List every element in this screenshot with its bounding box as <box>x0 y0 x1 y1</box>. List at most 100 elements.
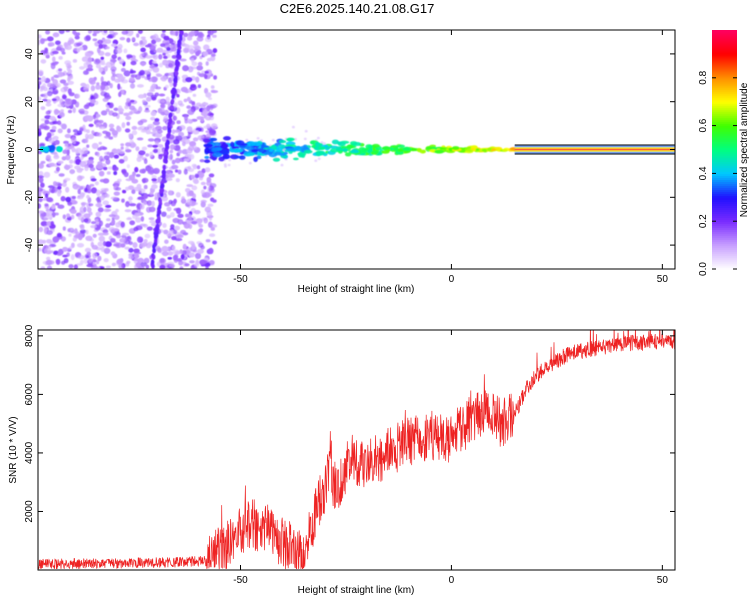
noise-speckle <box>121 122 126 129</box>
noise-speckle <box>201 70 206 74</box>
noise-speckle <box>188 213 192 219</box>
colorbar-step <box>712 219 737 222</box>
noise-speckle <box>211 90 219 94</box>
noise-speckle <box>194 173 200 179</box>
noise-speckle <box>125 201 130 208</box>
noise-speckle <box>195 218 203 224</box>
colorbar-step <box>712 157 737 161</box>
noise-speckle <box>176 234 184 239</box>
noise-speckle <box>169 264 176 268</box>
noise-speckle <box>151 44 157 48</box>
noise-speckle <box>141 146 148 151</box>
carrier-blob <box>293 157 299 161</box>
noise-speckle <box>200 189 205 195</box>
noise-speckle <box>52 236 60 243</box>
noise-speckle <box>79 259 84 265</box>
noise-speckle <box>142 99 146 104</box>
noise-speckle <box>57 128 63 134</box>
noise-speckle <box>131 36 136 42</box>
noise-speckle <box>156 74 163 77</box>
colorbar-tick-label: 0.0 <box>698 262 709 276</box>
noise-speckle <box>81 147 89 154</box>
noise-speckle <box>112 112 118 117</box>
noise-speckle <box>75 149 79 154</box>
noise-speckle <box>134 253 140 259</box>
colorbar-step <box>712 30 737 33</box>
noise-speckle <box>109 83 113 89</box>
noise-speckle <box>186 247 192 254</box>
noise-speckle <box>40 182 45 188</box>
noise-speckle <box>187 217 193 224</box>
noise-speckle <box>145 55 152 59</box>
noise-speckle <box>111 262 116 267</box>
noise-speckle <box>210 53 216 57</box>
noise-speckle <box>150 76 158 83</box>
noise-speckle <box>165 177 173 181</box>
noise-speckle <box>150 116 156 121</box>
noise-speckle <box>291 125 295 129</box>
streak-blob <box>151 263 155 269</box>
noise-speckle <box>167 256 173 260</box>
noise-speckle <box>168 199 173 205</box>
noise-speckle <box>98 126 106 130</box>
carrier-blob <box>269 148 274 152</box>
noise-speckle <box>73 184 81 190</box>
spectrogram-y-ticks: -40 -20 0 20 40 <box>24 48 675 252</box>
noise-speckle <box>175 178 180 183</box>
noise-speckle <box>58 68 63 72</box>
noise-speckle <box>111 43 117 47</box>
colorbar-step <box>712 85 737 89</box>
snr-x-label: Height of straight line (km) <box>298 585 415 596</box>
carrier-blob <box>367 149 373 153</box>
noise-speckle <box>96 259 100 265</box>
noise-speckle <box>111 32 116 38</box>
noise-speckle <box>160 103 166 109</box>
noise-speckle <box>209 233 216 237</box>
noise-speckle <box>39 88 44 92</box>
colorbar-step <box>712 247 737 250</box>
noise-speckle <box>95 113 100 119</box>
noise-speckle <box>208 214 213 221</box>
colorbar-step <box>712 177 737 180</box>
noise-speckle <box>86 129 90 134</box>
noise-speckle <box>83 128 88 133</box>
noise-speckle <box>109 127 115 132</box>
colorbar-step <box>712 103 737 107</box>
noise-speckle <box>191 61 198 67</box>
noise-speckle <box>128 196 133 201</box>
noise-speckle <box>90 95 94 100</box>
noise-speckle <box>67 227 75 233</box>
x-tick-label: -50 <box>233 575 248 586</box>
noise-speckle <box>145 264 150 269</box>
noise-speckle <box>113 243 120 247</box>
noise-speckle <box>149 220 157 224</box>
noise-speckle <box>166 53 171 59</box>
noise-speckle <box>62 86 69 90</box>
noise-speckle <box>86 185 92 190</box>
colorbar-step <box>712 169 737 173</box>
noise-speckle <box>92 38 98 42</box>
snr-x-ticks: -50 0 50 <box>233 330 668 586</box>
noise-speckle <box>103 247 111 254</box>
noise-speckle <box>197 32 205 39</box>
colorbar-step <box>712 159 737 163</box>
colorbar-step <box>712 133 737 137</box>
carrier-blob <box>49 144 56 151</box>
noise-speckle <box>160 76 167 82</box>
colorbar-step <box>712 115 737 119</box>
noise-speckle <box>207 30 214 36</box>
noise-speckle <box>153 148 159 154</box>
colorbar-step <box>712 149 737 153</box>
noise-speckle <box>57 120 62 125</box>
noise-speckle <box>166 206 172 212</box>
carrier-blob <box>448 147 453 151</box>
noise-speckle <box>145 153 150 157</box>
noise-speckle <box>110 196 118 200</box>
noise-speckle <box>174 129 181 133</box>
noise-speckle <box>176 120 181 125</box>
noise-speckle <box>108 123 115 128</box>
noise-speckle <box>47 42 55 47</box>
noise-speckle <box>113 181 121 186</box>
noise-speckle <box>85 34 91 41</box>
noise-speckle <box>54 212 59 216</box>
